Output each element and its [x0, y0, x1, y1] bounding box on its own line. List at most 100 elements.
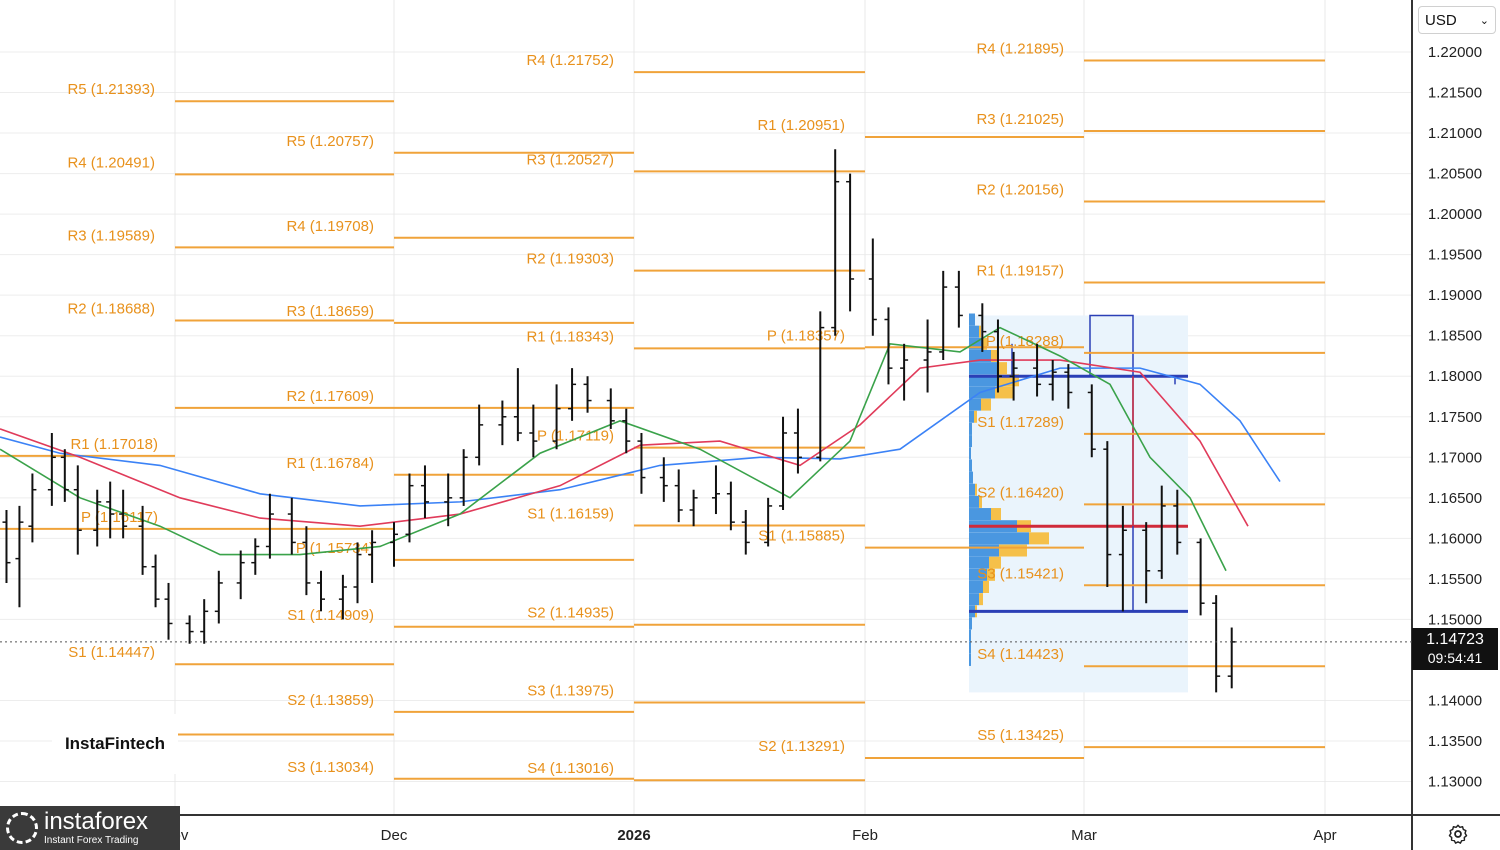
- volume-bar: [969, 471, 973, 484]
- ohlc-bar: [200, 599, 209, 644]
- ohlc-bar: [164, 582, 173, 640]
- pivot-label-r3: R3 (1.18659): [286, 303, 374, 320]
- volume-bar: [969, 422, 972, 435]
- pivot-label-r4: R4 (1.21895): [976, 41, 1064, 58]
- volume-bar: [979, 593, 983, 606]
- volume-bar: [969, 325, 979, 338]
- ohlc-bar: [939, 270, 948, 361]
- ohlc-bar: [73, 465, 82, 555]
- ohlc-bar: [15, 505, 24, 608]
- chevron-down-icon: ⌄: [1479, 14, 1489, 27]
- ohlc-bar: [287, 497, 296, 555]
- ohlc-bar: [1048, 360, 1057, 401]
- chart-settings-button[interactable]: [1446, 822, 1470, 846]
- pivot-label-r2: R2 (1.17609): [286, 388, 374, 405]
- instafintech-text: InstaFintech: [64, 734, 166, 753]
- pivot-label-r1: R1 (1.20951): [757, 117, 845, 134]
- volume-bar: [969, 495, 979, 508]
- volume-bar: [997, 362, 1007, 375]
- pivot-label-s1: S1 (1.17289): [977, 414, 1064, 431]
- price-tick-label: 1.17000: [1428, 449, 1482, 466]
- moving-average-line: [0, 326, 1227, 572]
- ohlc-bar: [674, 469, 683, 523]
- volume-bar: [969, 641, 971, 654]
- volume-bar: [1029, 532, 1049, 545]
- volume-bar: [983, 580, 989, 593]
- instaforex-subtext: Instant Forex Trading: [44, 835, 139, 846]
- price-axis-bg: [1412, 0, 1500, 850]
- volume-bar: [979, 325, 981, 338]
- ohlc-bar: [28, 473, 37, 543]
- moving-average-line: [0, 359, 1249, 528]
- ohlc-bar: [353, 542, 362, 604]
- volume-bar: [975, 483, 977, 496]
- ohlc-bar: [884, 307, 893, 385]
- ohlc-bar: [1157, 485, 1166, 579]
- pivot-label-p: P (1.18288): [986, 333, 1064, 350]
- ohlc-bar: [637, 432, 646, 494]
- volume-bar: [969, 447, 971, 460]
- pivot-label-r2: R2 (1.19303): [526, 251, 614, 268]
- pivot-label-r1: R1 (1.18343): [526, 328, 614, 345]
- ohlc-bar: [1142, 522, 1151, 604]
- ohlc-bar: [1227, 627, 1236, 689]
- pivot-label-s3: S3 (1.13034): [287, 759, 374, 776]
- ohlc-bar: [923, 319, 932, 393]
- ohlc-bar: [954, 270, 963, 328]
- ohlc-bar: [214, 570, 223, 624]
- pivot-label-s5: S5 (1.13425): [977, 727, 1064, 744]
- ohlc-bar: [251, 538, 260, 575]
- price-tick-label: 1.17500: [1428, 409, 1482, 426]
- current-price-label: 1.14723 09:54:41: [1412, 628, 1498, 670]
- price-tick-label: 1.16500: [1428, 490, 1482, 507]
- volume-bar: [999, 544, 1027, 557]
- ohlc-bar: [552, 384, 561, 450]
- volume-bar: [969, 313, 975, 326]
- price-tick-label: 1.14000: [1428, 692, 1482, 709]
- price-tick-label: 1.15500: [1428, 571, 1482, 588]
- price-tick-label: 1.20000: [1428, 206, 1482, 223]
- volume-bar: [969, 435, 972, 448]
- ohlc-bar: [622, 408, 631, 454]
- currency-selector[interactable]: USD ⌄: [1418, 6, 1496, 34]
- ohlc-bar: [317, 570, 325, 612]
- ohlc-bar: [513, 368, 522, 442]
- pivot-label-s1: S1 (1.14447): [68, 644, 155, 661]
- volume-bar: [969, 568, 987, 581]
- price-tick-label: 1.18000: [1428, 368, 1482, 385]
- volume-bar: [969, 580, 983, 593]
- price-tick-label: 1.19000: [1428, 287, 1482, 304]
- ohlc-bar: [302, 526, 311, 596]
- time-tick-label: Feb: [852, 827, 878, 844]
- ohlc-bar: [583, 376, 592, 413]
- volume-bar: [987, 568, 995, 581]
- volume-bar: [969, 483, 975, 496]
- ohlc-bar: [868, 238, 877, 336]
- ohlc-bar: [793, 408, 802, 474]
- ohlc-bar: [106, 481, 115, 539]
- pivot-label-r1: R1 (1.17018): [70, 436, 158, 453]
- pivot-label-s4: S4 (1.14423): [977, 646, 1064, 663]
- pivot-label-s2: S2 (1.13291): [758, 738, 845, 755]
- moving-averages: [0, 326, 1281, 572]
- ohlc-bar: [93, 489, 102, 547]
- pivot-label-s3: S3 (1.13975): [527, 683, 614, 700]
- ohlc-bar: [119, 489, 128, 539]
- ohlc-bar: [420, 465, 429, 519]
- volume-bar: [969, 398, 981, 411]
- pivot-label-r3: R3 (1.20527): [526, 151, 614, 168]
- pivot-label-p: P (1.18357): [767, 327, 845, 344]
- pivot-label-r4: R4 (1.21752): [526, 52, 614, 69]
- ohlc-bar: [568, 368, 577, 421]
- pivot-label-s2: S2 (1.14935): [527, 605, 614, 622]
- ohlc-bar: [1173, 489, 1182, 555]
- volume-bar: [969, 544, 999, 557]
- ohlc-bar: [2, 509, 11, 583]
- price-tick-label: 1.18500: [1428, 328, 1482, 345]
- ohlc-bar: [236, 550, 245, 600]
- ohlc-bar: [405, 473, 414, 543]
- volume-bar: [969, 629, 971, 642]
- ohlc-bar: [1118, 505, 1127, 612]
